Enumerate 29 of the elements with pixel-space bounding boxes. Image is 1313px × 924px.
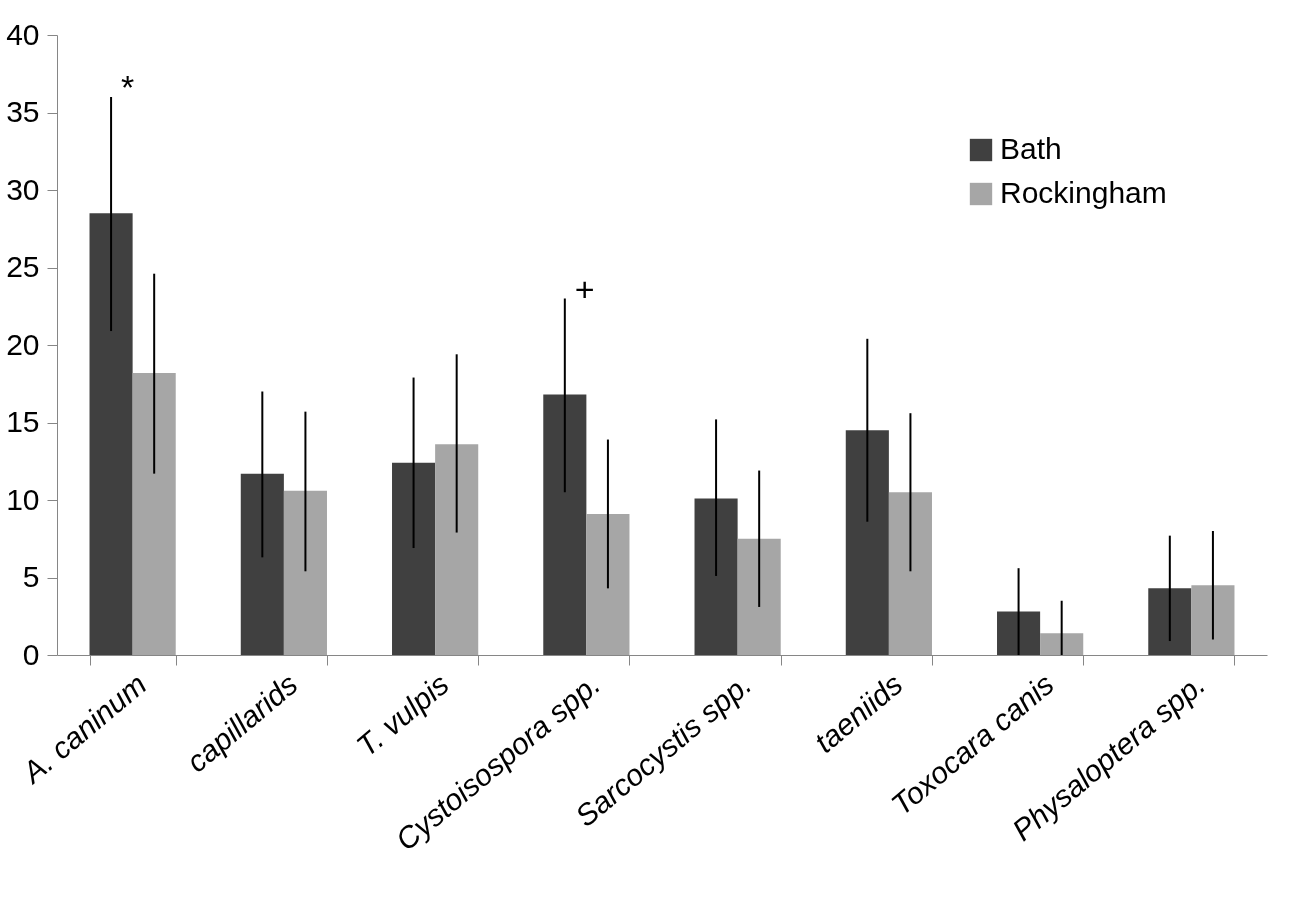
y-tick-label: 35 — [6, 95, 40, 128]
y-tick-label: 0 — [22, 637, 40, 671]
bar — [392, 462, 436, 655]
bar — [997, 611, 1041, 655]
y-tick-label: 10 — [6, 482, 40, 516]
y-tick-label: 40 — [6, 17, 40, 51]
y-tick-label: 25 — [6, 250, 40, 283]
data-label: * — [121, 68, 135, 106]
legend-label: Bath — [1000, 132, 1062, 165]
bar — [888, 492, 932, 655]
bar — [1148, 588, 1192, 655]
bar — [586, 513, 630, 655]
bar — [283, 490, 327, 655]
bar — [694, 498, 738, 655]
bar — [240, 473, 284, 655]
bar — [543, 394, 587, 655]
y-tick-label: 5 — [22, 560, 40, 593]
bar — [132, 372, 176, 655]
legend-label: Rockingham — [1000, 176, 1167, 209]
bar — [1191, 585, 1235, 655]
bar — [845, 430, 889, 655]
y-tick-label: 15 — [6, 405, 40, 438]
bar — [737, 538, 781, 655]
y-tick-label: 20 — [6, 327, 40, 361]
y-tick-label: 30 — [6, 172, 40, 206]
data-label: + — [574, 269, 595, 308]
bar — [89, 213, 133, 655]
bar — [435, 444, 479, 655]
bar — [1040, 633, 1084, 655]
